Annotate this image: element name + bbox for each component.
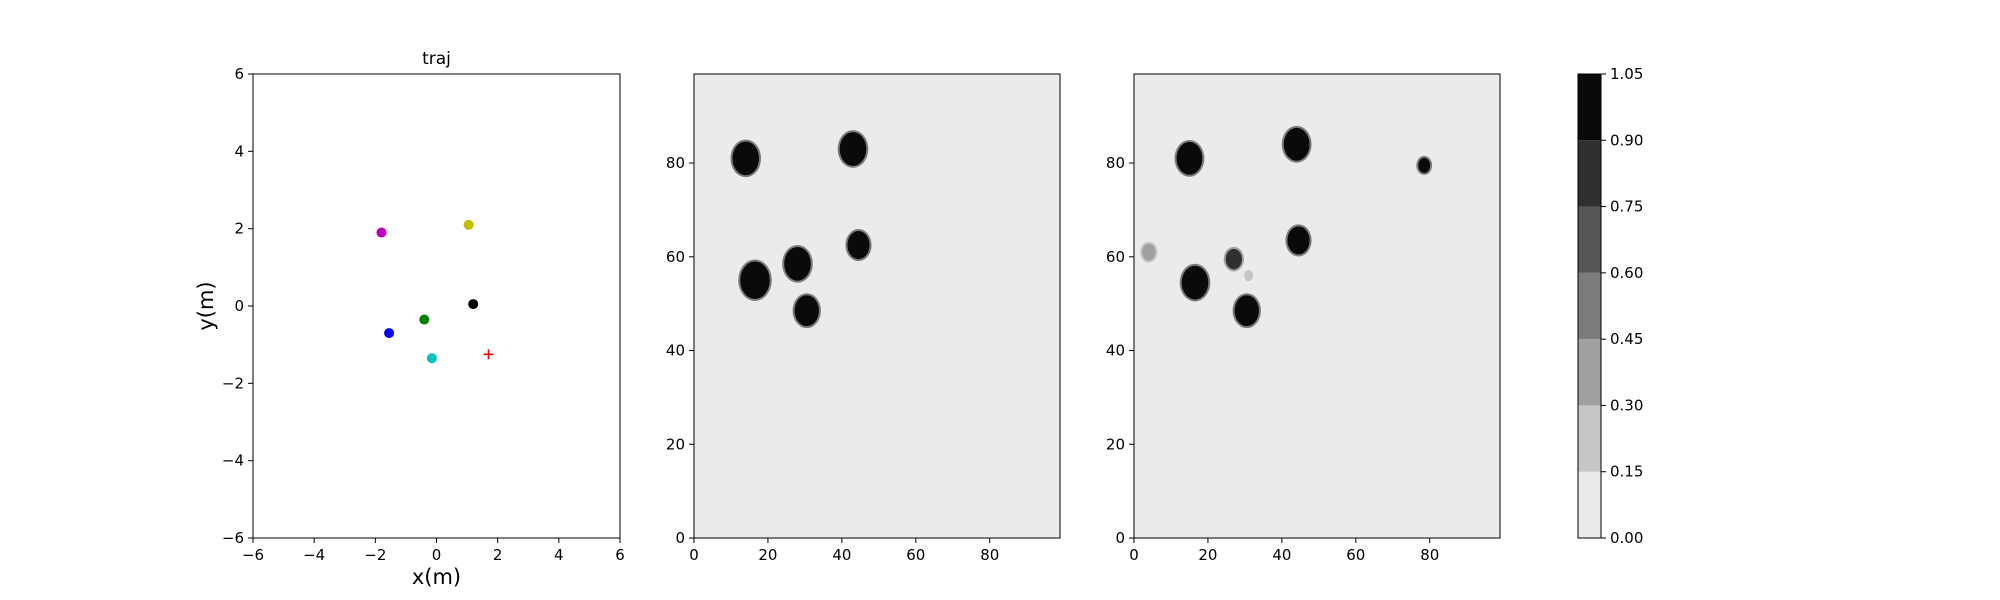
traj-agent-point — [468, 299, 479, 310]
map-est-xtick-label: 20 — [1198, 546, 1217, 564]
traj-goal-marker — [483, 349, 494, 360]
traj-ytick-label: 6 — [234, 65, 244, 83]
map-est-obstacle-blob — [1174, 139, 1205, 177]
traj-ytick-label: −2 — [222, 374, 244, 392]
map-true-ytick-label: 0 — [675, 529, 685, 547]
traj-xtick-label: −2 — [364, 546, 386, 564]
map-true-xtick-label: 40 — [832, 546, 851, 564]
traj-xtick-label: −4 — [303, 546, 325, 564]
map-true-xtick-label: 80 — [980, 546, 999, 564]
map-est-obstacle-blob — [1140, 241, 1158, 263]
colorbar-tick-label: 0.60 — [1610, 264, 1643, 282]
colorbar-tick-label: 0.90 — [1610, 131, 1643, 149]
map-est-xtick-label: 40 — [1272, 546, 1291, 564]
map-est-xtick-label: 0 — [1129, 546, 1139, 564]
map-true-obstacle-blob — [845, 229, 872, 262]
traj-xtick-label: −6 — [242, 546, 264, 564]
map-est-obstacle-blob — [1416, 155, 1433, 175]
colorbar-segment — [1578, 471, 1601, 538]
map-true-obstacle-blob — [792, 293, 821, 329]
traj-agent-point — [419, 314, 430, 325]
colorbar-segment — [1578, 272, 1601, 340]
traj-xtick-label: 0 — [432, 546, 442, 564]
map-true-xtick-label: 0 — [689, 546, 699, 564]
traj-xtick-label: 6 — [615, 546, 625, 564]
traj-agent-point — [463, 219, 474, 230]
map-true-ytick-label: 80 — [666, 154, 685, 172]
map-true-ytick-label: 20 — [666, 435, 685, 453]
traj-agent-point — [376, 227, 387, 238]
colorbar-tick-label: 0.45 — [1610, 330, 1643, 348]
map-est-ytick-label: 80 — [1106, 154, 1125, 172]
map-est-plot-area: 0 20 40 60 80 0 20 40 60 80 — [1106, 73, 1501, 564]
map-est-obstacle-blob — [1285, 224, 1312, 257]
traj-agent-point — [384, 328, 395, 339]
colorbar-segment — [1578, 74, 1601, 141]
colorbar-segment — [1578, 140, 1601, 207]
traj-xlabel: x(m) — [412, 565, 461, 589]
map-true-obstacle-blob — [730, 139, 762, 178]
map-true-panel: 0 20 40 60 80 0 20 40 60 80 — [666, 73, 1061, 564]
map-est-obstacle-blob — [1242, 267, 1256, 284]
traj-ytick-label: −4 — [222, 452, 244, 470]
colorbar: 0.00 0.15 0.30 0.45 0.60 0.75 0.90 1.05 — [1577, 65, 1643, 547]
map-est-obstacle-blob — [1223, 246, 1244, 272]
map-true-xtick-label: 60 — [906, 546, 925, 564]
map-est-ytick-label: 40 — [1106, 342, 1125, 360]
map-est-ytick-label: 0 — [1115, 529, 1125, 547]
traj-ylabel: y(m) — [194, 281, 218, 330]
traj-plot-area: −6 −4 −2 0 2 4 6 −6 −4 −2 0 2 4 6 — [222, 65, 625, 564]
map-true-ytick-label: 60 — [666, 248, 685, 266]
map-est-xtick-label: 60 — [1346, 546, 1365, 564]
colorbar-tick-label: 0.00 — [1610, 529, 1643, 547]
map-est-xtick-label: 80 — [1420, 546, 1439, 564]
traj-ytick-label: 2 — [234, 220, 244, 238]
traj-xtick-label: 2 — [493, 546, 503, 564]
colorbar-segment — [1578, 339, 1601, 406]
traj-ytick-label: 4 — [234, 142, 244, 160]
map-est-ytick-label: 20 — [1106, 435, 1125, 453]
traj-xtick-label: 4 — [554, 546, 564, 564]
map-true-frame — [693, 73, 1061, 539]
map-est-obstacle-blob — [1281, 125, 1312, 163]
traj-agent-point — [426, 353, 437, 364]
map-true-plot-area: 0 20 40 60 80 0 20 40 60 80 — [666, 73, 1061, 564]
map-true-obstacle-blob — [837, 130, 869, 168]
map-true-xtick-label: 20 — [758, 546, 777, 564]
traj-frame — [252, 73, 621, 539]
colorbar-frame — [1577, 73, 1602, 539]
map-est-frame — [1133, 73, 1501, 539]
traj-ytick-label: −6 — [222, 529, 244, 547]
colorbar-tick-label: 0.75 — [1610, 198, 1643, 216]
map-est-obstacle-blob — [1232, 293, 1261, 329]
colorbar-segment — [1578, 405, 1601, 472]
traj-title: traj — [422, 49, 451, 69]
colorbar-tick-label: 1.05 — [1610, 65, 1643, 83]
map-est-obstacle-blob — [1179, 263, 1211, 302]
traj-background — [253, 74, 620, 538]
colorbar-segment — [1578, 206, 1601, 273]
traj-panel: traj −6 −4 −2 0 2 4 6 −6 −4 −2 0 2 4 6 x(m) y(m) — [194, 49, 625, 589]
map-true-ytick-label: 40 — [666, 342, 685, 360]
colorbar-tick-label: 0.30 — [1610, 396, 1643, 414]
map-est-panel: 0 20 40 60 80 0 20 40 60 80 — [1106, 73, 1501, 564]
map-true-obstacle-blob — [738, 259, 772, 301]
colorbar-tick-label: 0.15 — [1610, 463, 1643, 481]
map-true-obstacle-blob — [782, 244, 813, 283]
traj-ytick-label: 0 — [234, 297, 244, 315]
map-est-ytick-label: 60 — [1106, 248, 1125, 266]
